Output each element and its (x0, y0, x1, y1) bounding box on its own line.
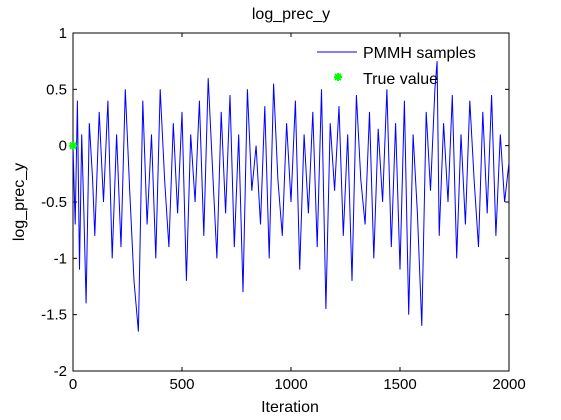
y-tick-label: -2 (54, 363, 67, 380)
x-tick-label: 1000 (274, 376, 307, 393)
y-tick-label: 0 (59, 138, 67, 155)
y-axis-label: log_prec_y (11, 163, 28, 241)
x-tick-label: 0 (69, 376, 77, 393)
y-tick-label: -0.5 (41, 194, 67, 211)
x-tick-label: 1500 (383, 376, 416, 393)
y-tick-label: 0.5 (46, 81, 67, 98)
series-line-pmmh-samples (72, 61, 510, 332)
y-tick-label: -1.5 (41, 307, 67, 324)
legend-label-pmmh: PMMH samples (363, 45, 476, 62)
x-tick-label: 2000 (492, 376, 525, 393)
legend: PMMH samples True value (317, 45, 476, 88)
y-tick-label: 1 (59, 25, 67, 42)
x-ticks: 0 500 1000 1500 2000 (69, 33, 526, 393)
x-axis-label: Iteration (261, 399, 319, 416)
x-tick-label: 500 (169, 376, 194, 393)
series-layer (69, 61, 510, 332)
y-tick-label: -1 (54, 250, 67, 267)
y-ticks: -2 -1.5 -1 -0.5 0 0.5 1 (41, 25, 509, 380)
legend-label-true: True value (363, 71, 438, 88)
true-value-marker (69, 141, 77, 150)
chart-title: log_prec_y (252, 6, 330, 23)
legend-marker-true (334, 73, 342, 81)
